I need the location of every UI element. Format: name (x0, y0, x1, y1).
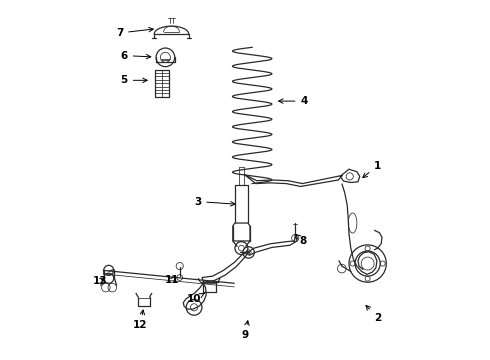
Text: 12: 12 (133, 310, 147, 330)
Text: 3: 3 (194, 197, 235, 207)
Text: 2: 2 (366, 306, 381, 323)
Text: 10: 10 (187, 293, 204, 304)
Text: 13: 13 (93, 276, 107, 286)
Text: 4: 4 (279, 96, 308, 106)
Text: 7: 7 (116, 27, 153, 38)
Text: 1: 1 (363, 161, 381, 177)
Text: 9: 9 (242, 321, 249, 340)
Text: 8: 8 (296, 234, 307, 246)
Text: 11: 11 (165, 275, 180, 285)
Text: 6: 6 (121, 50, 151, 60)
Text: 5: 5 (121, 75, 147, 85)
